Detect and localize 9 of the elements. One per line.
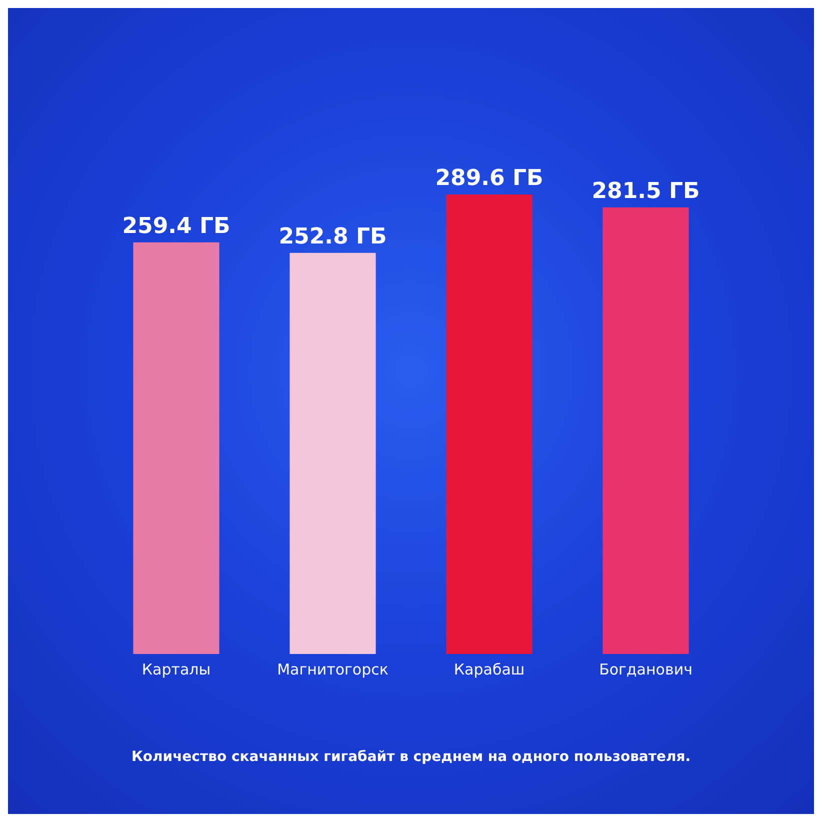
text: Количество скачанных гигабайт в среднем на одного пользователя. xyxy=(131,749,691,765)
x-tick-label: Карабаш xyxy=(454,660,525,678)
data-label: 289.6 ГБ xyxy=(435,166,544,191)
data-label: 259.4 ГБ xyxy=(122,214,230,239)
x-tick-label: Богданович xyxy=(599,660,692,678)
data-label: 252.8 ГБ xyxy=(278,224,387,250)
x-tick-label: Магнитогорск xyxy=(277,660,388,678)
x-tick-label: Карталы xyxy=(142,660,211,678)
data-label: 281.5 ГБ xyxy=(592,178,700,204)
